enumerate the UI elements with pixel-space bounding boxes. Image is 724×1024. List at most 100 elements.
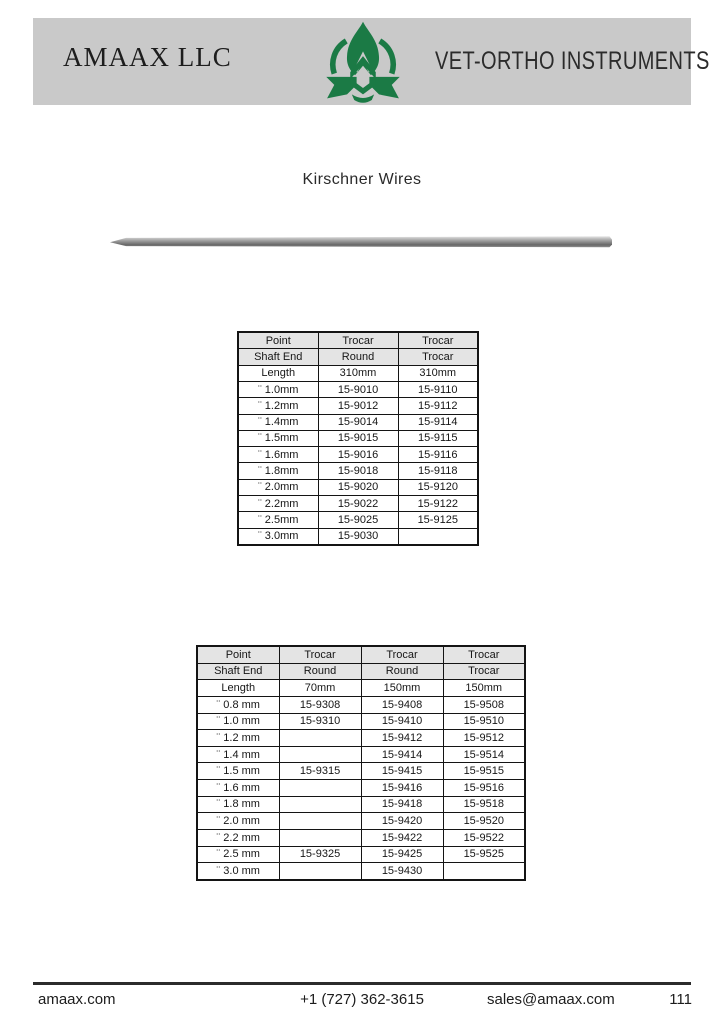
footer-phone: +1 (727) 362-3615 [300,991,424,1008]
data-cell: 150mm [360,679,444,697]
data-cell: 15-9112 [397,397,479,415]
data-cell: 15-9308 [278,695,362,714]
data-cell: 15-9022 [317,494,399,513]
logo-chevron [350,56,376,80]
header-cell: Trocar [442,662,526,681]
data-cell: ¨ 1.8 mm [196,795,280,814]
table-row: ¨ 1.0mm 15-9010 15-9110 [237,380,479,399]
data-cell: ¨ 2.2 mm [196,828,280,847]
data-cell: 15-9415 [360,762,444,781]
data-cell: ¨ 2.5mm [237,511,319,529]
data-cell: 15-9408 [360,695,444,714]
kirschner-wire-image [110,236,612,248]
data-cell: 15-9516 [442,779,526,797]
data-cell: 15-9120 [397,478,479,496]
data-cell: ¨ 1.2mm [237,397,319,415]
footer-divider [33,982,691,985]
logo-flame-a [346,21,380,76]
logo-right-arc [378,38,397,75]
data-cell: 15-9115 [397,429,479,448]
table-row: ¨ 1.5 mm 15-9315 15-9415 15-9515 [196,762,526,781]
catalog-table-70-150mm: Point Trocar Trocar Trocar Shaft End Round Rou… [196,645,526,881]
data-cell: 15-9114 [397,413,479,431]
data-cell: 15-9510 [442,712,526,731]
logo-m-right [369,76,400,99]
data-cell: 15-9515 [442,762,526,781]
data-cell: 15-9416 [360,779,444,797]
data-cell: 15-9116 [397,446,479,464]
data-cell: ¨ 1.0mm [237,380,319,399]
data-cell: ¨ 0.8 mm [196,695,280,714]
data-cell: 15-9125 [397,511,479,529]
data-cell [278,862,362,881]
logo-left-arc [329,38,348,75]
table-row: Length 310mm 310mm [237,364,479,382]
data-cell: 15-9414 [360,745,444,764]
table-row: ¨ 2.2mm 15-9022 15-9122 [237,494,479,513]
header-cell: Round [278,662,362,681]
data-cell: 15-9015 [317,429,399,448]
data-cell [397,527,479,546]
data-cell: 310mm [397,364,479,382]
data-cell: ¨ 1.2 mm [196,729,280,747]
data-cell: 15-9325 [278,845,362,864]
table-row: ¨ 0.8 mm 15-9308 15-9408 15-9508 [196,695,526,714]
data-cell: 15-9010 [317,380,399,399]
footer-website: amaax.com [38,991,116,1008]
header-cell: Round [360,662,444,681]
data-cell: ¨ 3.0mm [237,527,319,546]
data-cell: 15-9016 [317,446,399,464]
table-row: ¨ 1.8 mm 15-9418 15-9518 [196,795,526,814]
data-cell: 15-9418 [360,795,444,814]
table-row: ¨ 2.5mm 15-9025 15-9125 [237,511,479,529]
table-header-row: Shaft End Round Trocar [237,348,479,366]
data-cell: 15-9030 [317,527,399,546]
header-cell: Shaft End [196,662,280,681]
table-header-row: Point Trocar Trocar Trocar [196,645,526,664]
data-cell: 15-9512 [442,729,526,747]
data-cell: 15-9520 [442,812,526,830]
table-row: ¨ 3.0 mm 15-9430 [196,862,526,881]
data-cell: 15-9525 [442,845,526,864]
page-title: Kirschner Wires [302,171,422,188]
data-cell: ¨ 1.6 mm [196,779,280,797]
data-cell: 15-9020 [317,478,399,496]
table-header-row: Shaft End Round Round Trocar [196,662,526,681]
table-row: ¨ 2.2 mm 15-9422 15-9522 [196,828,526,847]
data-cell: 15-9425 [360,845,444,864]
table-row: ¨ 1.6 mm 15-9416 15-9516 [196,779,526,797]
header-cell: Point [196,645,280,664]
data-cell: 15-9420 [360,812,444,830]
data-cell: 150mm [442,679,526,697]
data-cell [278,828,362,847]
data-cell: 70mm [278,679,362,697]
data-cell [278,729,362,747]
table-row: ¨ 1.2mm 15-9012 15-9112 [237,397,479,415]
header-cell: Round [317,348,399,366]
data-cell: 15-9025 [317,511,399,529]
data-cell: 15-9518 [442,795,526,814]
header-cell: Trocar [278,645,362,664]
table-row: ¨ 3.0mm 15-9030 [237,527,479,546]
data-cell: 15-9122 [397,494,479,513]
data-cell: 310mm [317,364,399,382]
footer-email: sales@amaax.com [487,991,615,1008]
data-cell: Length [237,364,319,382]
catalog-table-310mm: Point Trocar Trocar Shaft End Round Trocar Len… [237,331,479,546]
brand-name: VET-ORTHO INSTRUMENTS [435,47,710,75]
data-cell [278,779,362,797]
data-cell [278,812,362,830]
data-cell: ¨ 2.0 mm [196,812,280,830]
data-cell: ¨ 1.6mm [237,446,319,464]
table-row: ¨ 1.2 mm 15-9412 15-9512 [196,729,526,747]
table-row: ¨ 1.6mm 15-9016 15-9116 [237,446,479,464]
logo-m-left [326,76,357,99]
data-cell: 15-9412 [360,729,444,747]
table-row: ¨ 1.4mm 15-9014 15-9114 [237,413,479,431]
table-row: ¨ 1.0 mm 15-9310 15-9410 15-9510 [196,712,526,731]
logo-smile [351,94,375,103]
table-row: ¨ 1.4 mm 15-9414 15-9514 [196,745,526,764]
data-cell: ¨ 1.4 mm [196,745,280,764]
data-cell: ¨ 2.5 mm [196,845,280,864]
data-cell: 15-9522 [442,828,526,847]
